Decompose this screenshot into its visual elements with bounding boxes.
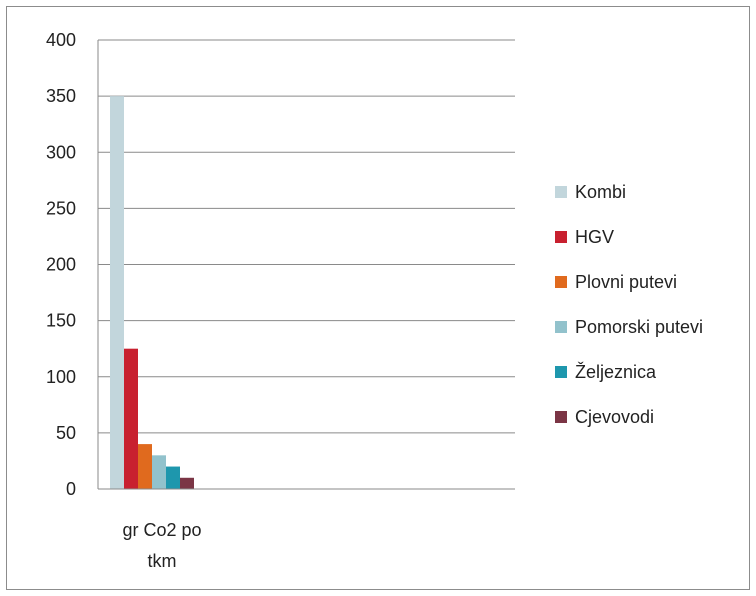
gridlines [98,39,515,434]
chart-frame [6,6,750,590]
bar-pomorski-putevi [152,455,166,489]
bar-željeznica [166,466,180,489]
y-tick-label: 250 [46,198,76,218]
y-tick-label: 100 [46,367,76,387]
y-tick-label: 300 [46,142,76,162]
legend-label: HGV [575,227,614,247]
legend: Kombi HGV Plovni putevi Pomorski putevi Želj… [555,182,703,427]
y-tick-label: 50 [56,423,76,443]
legend-swatch [555,231,567,243]
legend-item: Željeznica [555,362,657,382]
legend-label: Kombi [575,182,626,202]
legend-item: Plovni putevi [555,272,677,292]
legend-label: Željeznica [575,362,657,382]
legend-item: HGV [555,227,614,247]
y-axis-tick-labels: 0 50 100 150 200 250 300 350 400 [46,30,76,499]
axes [97,40,515,490]
legend-swatch [555,411,567,423]
legend-swatch [555,321,567,333]
legend-label: Pomorski putevi [575,317,703,337]
y-tick-label: 0 [66,479,76,499]
legend-item: Cjevovodi [555,407,654,427]
category-labels: gr Co2 po tkm [122,520,201,571]
legend-swatch [555,366,567,378]
y-tick-label: 200 [46,255,76,275]
legend-label: Plovni putevi [575,272,677,292]
category-label: gr Co2 po tkm [122,520,201,571]
bar-plovni-putevi [138,444,152,489]
bar-kombi [110,96,124,489]
y-tick-label: 400 [46,30,76,50]
bar-hgv [124,348,138,489]
legend-swatch [555,186,567,198]
y-tick-label: 350 [46,86,76,106]
bar-cjevovodi [180,477,194,489]
legend-label: Cjevovodi [575,407,654,427]
legend-swatch [555,276,567,288]
y-tick-label: 150 [46,311,76,331]
legend-item: Pomorski putevi [555,317,703,337]
bars [110,96,194,489]
legend-item: Kombi [555,182,626,202]
